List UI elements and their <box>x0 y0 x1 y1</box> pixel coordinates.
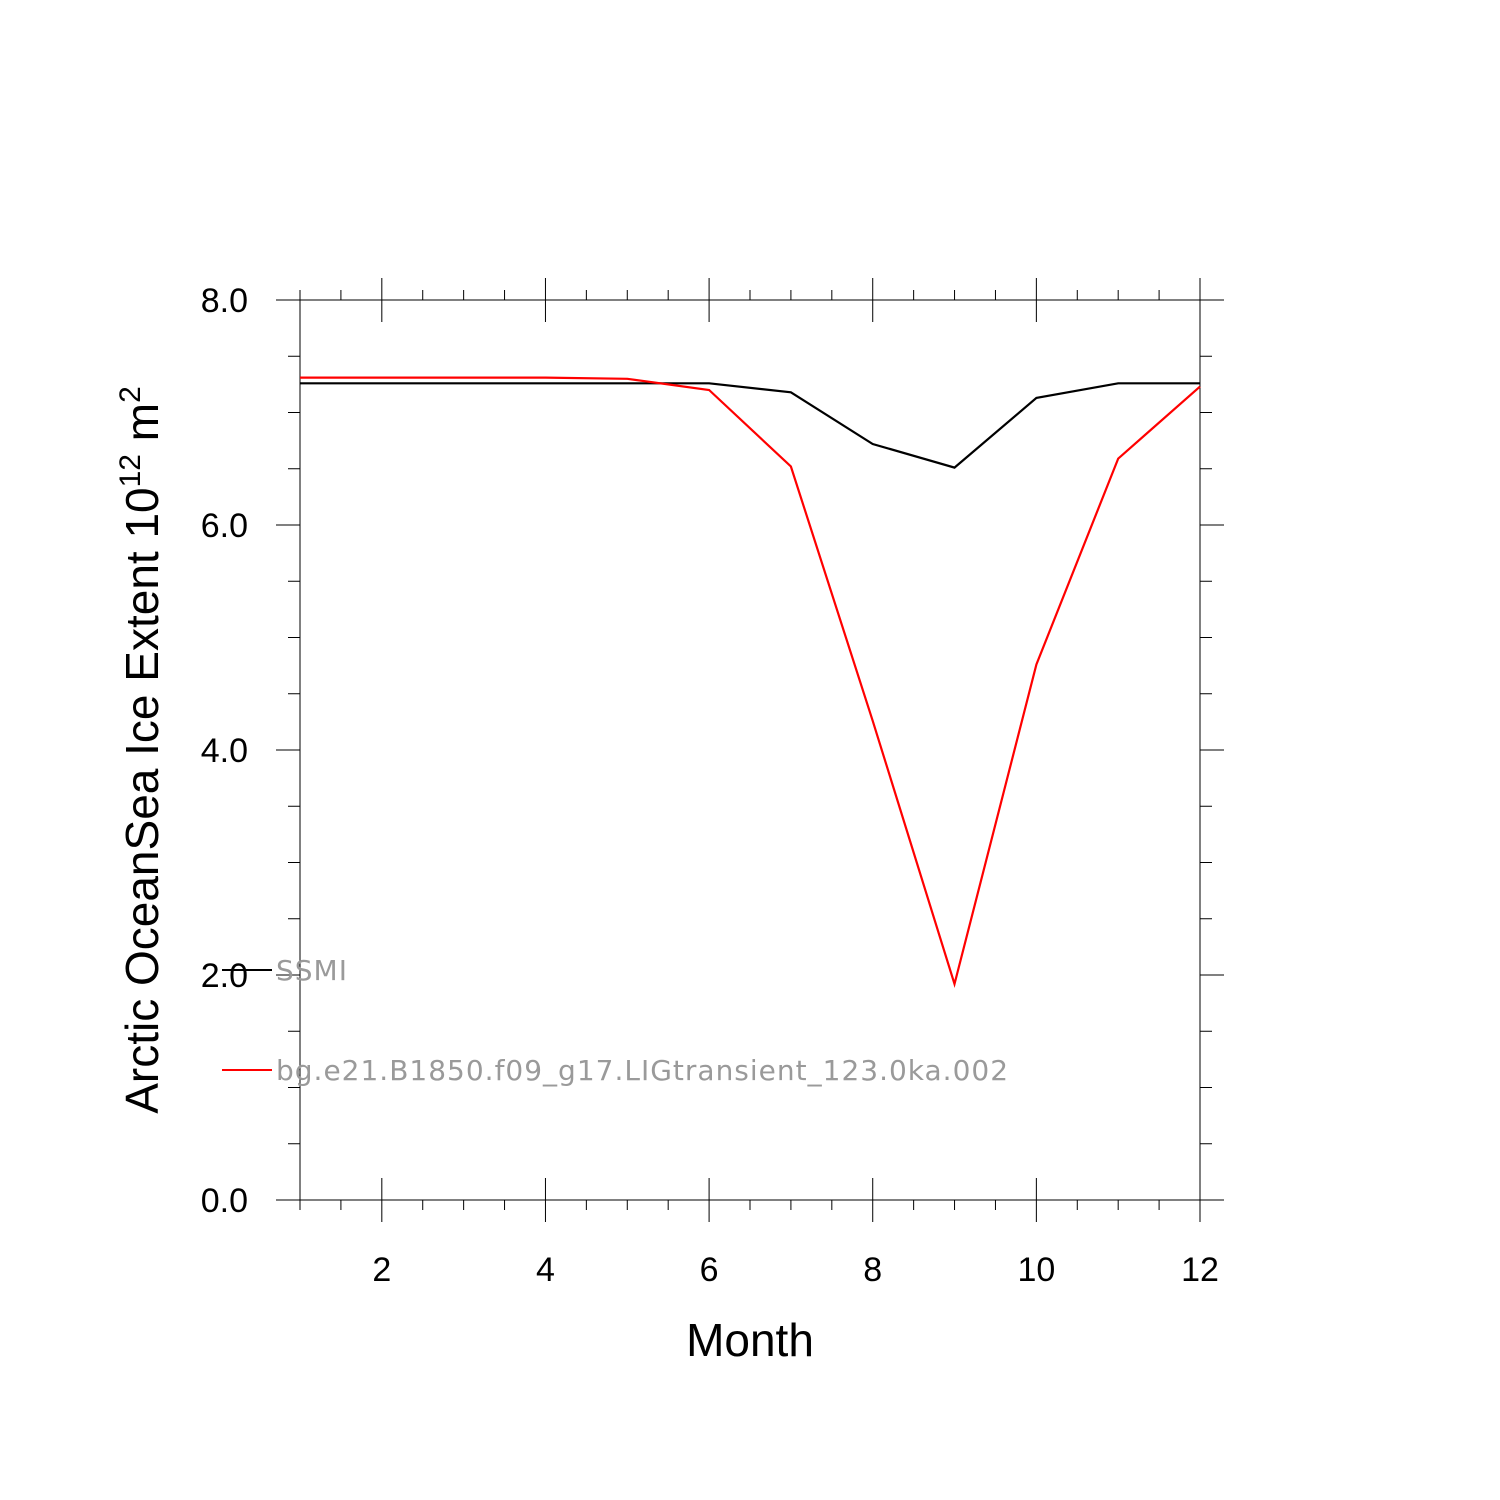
y-tick-label: 2.0 <box>201 957 248 995</box>
x-tick-label: 10 <box>1017 1251 1055 1289</box>
legend-label: bg.e21.B1850.f09_g17.LIGtransient_123.0k… <box>276 1054 1009 1087</box>
x-axis-title: Month <box>686 1314 814 1366</box>
y-tick-label: 0.0 <box>201 1182 248 1220</box>
x-tick-labels: 2 4 6 8 10 12 <box>372 1251 1219 1289</box>
plot-frame <box>299 299 1201 1201</box>
x-tick-label: 12 <box>1181 1251 1219 1289</box>
y-tick-label: 6.0 <box>201 507 248 545</box>
series-line-ssmi <box>300 382 1200 469</box>
series-layer <box>300 376 1201 989</box>
y-axis-title-unit-exponent: 2 <box>114 386 147 403</box>
legend-label: SSMI <box>276 954 348 987</box>
legend: SSMI bg.e21.B1850.f09_g17.LIGtransient_12… <box>222 954 1009 1087</box>
y-axis-title-exponent: 12 <box>114 454 147 487</box>
y-axis-title: Arctic OceanSea Ice Extent 1012 m2 <box>114 386 168 1114</box>
y-axis-title-main: Arctic OceanSea Ice Extent 10 <box>116 487 168 1113</box>
y-tick-labels: 0.0 2.0 4.0 6.0 8.0 <box>201 282 248 1220</box>
x-tick-label: 4 <box>536 1251 555 1289</box>
y-axis-title-unit: m <box>116 403 168 441</box>
x-tick-label: 2 <box>372 1251 391 1289</box>
x-tick-label: 8 <box>863 1251 882 1289</box>
x-tick-label: 6 <box>700 1251 719 1289</box>
y-tick-label: 4.0 <box>201 732 248 770</box>
series-line-model <box>300 376 1201 989</box>
y-axis-title-spacer <box>116 441 168 454</box>
y-tick-label: 8.0 <box>201 282 248 320</box>
